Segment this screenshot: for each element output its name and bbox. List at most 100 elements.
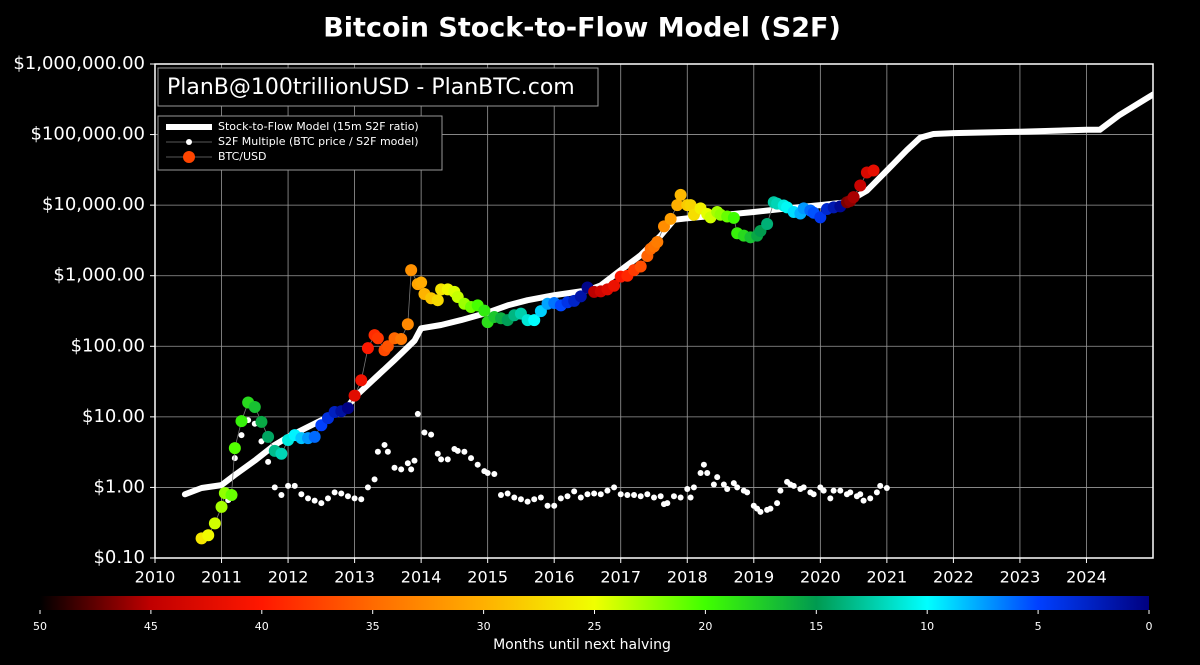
- multiple-dot: [704, 470, 711, 477]
- chart-title: Bitcoin Stock-to-Flow Model (S2F): [323, 13, 841, 44]
- multiple-dot: [604, 487, 611, 494]
- multiple-dot: [344, 493, 351, 500]
- x-tick-label: 2018: [667, 568, 708, 587]
- multiple-dot: [697, 470, 704, 477]
- multiple-dot: [434, 450, 441, 457]
- x-tick-label: 2011: [201, 568, 242, 587]
- price-dot: [634, 260, 647, 273]
- multiple-dot: [734, 484, 741, 491]
- multiple-dot: [830, 487, 837, 494]
- multiple-dot: [617, 491, 624, 498]
- multiple-dot: [444, 456, 451, 463]
- price-dot: [255, 415, 268, 428]
- multiple-dot: [857, 491, 864, 498]
- price-dot: [235, 415, 248, 428]
- multiple-dot: [827, 495, 834, 502]
- multiple-dot: [571, 488, 578, 495]
- multiple-dot: [265, 458, 272, 465]
- colorbar-tick-label: 40: [255, 620, 269, 633]
- y-tick-label: $10,000.00: [42, 194, 145, 215]
- price-dot: [854, 179, 867, 192]
- multiple-dot: [285, 482, 292, 489]
- colorbar-ticks: 50 45 40 35 30 25 20 15 10 5 0: [33, 610, 1153, 633]
- multiple-dot: [687, 494, 694, 501]
- price-dot: [275, 447, 288, 460]
- price-dot: [202, 529, 215, 542]
- colorbar-tick-label: 5: [1035, 620, 1042, 633]
- colorbar-tick-label: 35: [366, 620, 380, 633]
- multiple-dot: [877, 482, 884, 489]
- price-dot: [608, 279, 621, 292]
- multiple-dot: [278, 492, 285, 499]
- multiple-dot: [873, 489, 880, 496]
- price-dot: [208, 517, 221, 530]
- multiple-dot: [291, 482, 298, 489]
- multiple-dot: [644, 491, 651, 498]
- price-dot: [341, 402, 354, 415]
- multiple-dot: [311, 497, 318, 504]
- multiple-dot: [577, 494, 584, 501]
- legend: Stock-to-Flow Model (15m S2F ratio) S2F M…: [157, 115, 443, 171]
- multiple-dot: [324, 495, 331, 502]
- colorbar-tick-label: 20: [698, 620, 712, 633]
- multiple-dot: [474, 461, 481, 468]
- price-dot: [761, 218, 774, 231]
- x-tick-label: 2010: [135, 568, 176, 587]
- multiple-dot: [438, 456, 445, 463]
- multiple-dot: [504, 490, 511, 497]
- multiple-dot: [305, 495, 312, 502]
- multiple-dot: [757, 508, 764, 515]
- multiple-dot: [710, 481, 717, 488]
- multiple-dot: [238, 432, 245, 439]
- annotation-box: [157, 67, 599, 107]
- price-dot: [727, 211, 740, 224]
- legend-swatch: [186, 139, 192, 145]
- price-dot: [867, 164, 880, 177]
- multiple-dot: [684, 486, 691, 493]
- multiple-dot: [364, 484, 371, 491]
- colorbar-label: Months until next halving: [493, 637, 671, 653]
- multiple-dot: [384, 448, 391, 455]
- multiple-dot: [551, 502, 558, 509]
- multiple-dot: [231, 455, 238, 462]
- multiple-dot: [800, 484, 807, 491]
- multiple-dot: [408, 466, 415, 473]
- x-tick-label: 2022: [933, 568, 974, 587]
- multiple-dot: [651, 494, 657, 501]
- multiple-dot: [847, 489, 854, 496]
- multiple-dot: [883, 485, 890, 492]
- price-dot: [674, 188, 687, 201]
- multiple-dot: [637, 493, 644, 500]
- multiple-dot: [381, 441, 388, 448]
- y-tick-label: $100.00: [71, 335, 145, 356]
- multiple-dot: [611, 484, 618, 491]
- price-dot: [308, 430, 321, 443]
- colorbar-tick-label: 50: [33, 620, 47, 633]
- price-dot: [401, 318, 414, 331]
- multiple-dot: [867, 495, 874, 502]
- price-dot: [225, 489, 238, 502]
- x-tick-label: 2021: [867, 568, 908, 587]
- multiple-dot: [461, 448, 468, 455]
- multiple-dot: [414, 410, 421, 417]
- colorbar-tick-label: 0: [1146, 620, 1153, 633]
- multiple-dot: [837, 487, 844, 494]
- multiple-dot: [524, 498, 531, 505]
- price-dot: [664, 212, 677, 225]
- legend-label: S2F Multiple (BTC price / S2F model): [218, 135, 419, 148]
- x-tick-label: 2015: [467, 568, 508, 587]
- multiple-dot: [767, 505, 774, 512]
- multiple-dot: [391, 464, 398, 471]
- multiple-dot: [421, 429, 428, 436]
- multiple-dot: [338, 490, 345, 497]
- multiple-dot: [537, 494, 544, 501]
- multiple-dot: [351, 495, 358, 502]
- price-dot: [355, 374, 368, 387]
- multiple-dot: [677, 494, 684, 501]
- x-tick-label: 2014: [401, 568, 442, 587]
- multiple-dot: [631, 492, 638, 499]
- multiple-dot: [298, 491, 305, 498]
- price-dot: [371, 332, 384, 345]
- price-dot: [228, 442, 241, 455]
